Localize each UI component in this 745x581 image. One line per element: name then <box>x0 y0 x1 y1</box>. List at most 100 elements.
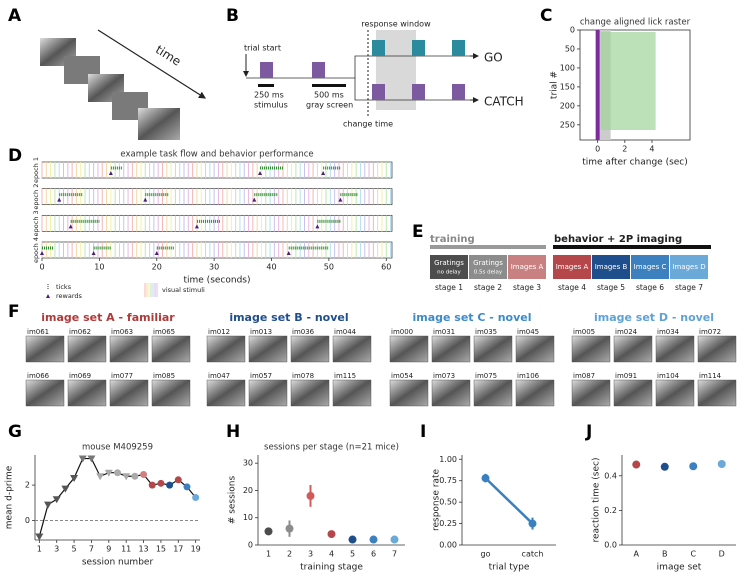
image-thumbnail <box>248 379 288 407</box>
duration-label: 250 ms <box>254 91 284 100</box>
x-tick-label: catch <box>522 550 544 559</box>
stimulus-flash <box>312 62 325 78</box>
imaging-bar <box>553 245 711 249</box>
y-tick-label: 50 <box>565 44 575 53</box>
trial-start-label: trial start <box>244 44 281 53</box>
x-tick-label: 0 <box>39 263 44 272</box>
mean-point <box>660 462 669 471</box>
image-thumbnail <box>389 335 429 363</box>
y-axis-label: reaction time (sec) <box>592 458 602 543</box>
image-name: im104 <box>657 372 680 380</box>
panel-a: time <box>40 29 207 140</box>
stage-box-sublabel: 0.5s delay <box>474 270 503 276</box>
image-name: im075 <box>475 372 497 380</box>
panel-e: training behavior + 2P imaging <box>430 234 711 249</box>
x-tick-label: 3 <box>308 550 313 559</box>
panel-letter: E <box>412 222 424 242</box>
stimulus-flash <box>372 84 385 100</box>
mean-point <box>481 474 490 483</box>
image-name: im091 <box>615 372 637 380</box>
image-thumbnail <box>431 335 471 363</box>
y-tick-label: 200 <box>560 101 575 110</box>
x-tick-label: 10 <box>94 263 104 272</box>
reward-marker <box>154 251 159 255</box>
image-name: im047 <box>208 372 230 380</box>
image-thumbnail <box>473 335 513 363</box>
mean-point <box>632 460 641 469</box>
legend-swatch <box>46 294 50 298</box>
x-tick-label: go <box>481 550 491 559</box>
image-name: im073 <box>433 372 455 380</box>
change-flash <box>412 40 425 56</box>
image-name: im106 <box>517 372 540 380</box>
reward-marker <box>57 197 62 202</box>
data-point <box>174 476 182 484</box>
chart-title: mouse M409259 <box>82 443 153 453</box>
x-tick-label: 7 <box>392 550 397 559</box>
change-time-label: change time <box>343 120 393 129</box>
x-tick-label: 1 <box>37 545 42 554</box>
stage-box <box>631 255 669 279</box>
image-name: im035 <box>475 328 497 336</box>
imaging-label: behavior + 2P imaging <box>554 234 682 245</box>
reward-marker <box>338 197 343 202</box>
reward-marker <box>108 171 113 175</box>
stage-box <box>508 255 546 279</box>
training-label: training <box>430 234 475 245</box>
data-point <box>114 469 121 477</box>
y-tick-label: 30 <box>243 459 253 468</box>
image-thumbnail <box>515 335 555 363</box>
stage-label: stage 6 <box>636 283 664 292</box>
go-label: GO <box>484 51 503 65</box>
time-label: time <box>153 42 183 68</box>
image-name: im087 <box>573 372 595 380</box>
chart: change aligned lick raster time after cha… <box>550 18 691 168</box>
x-axis-label: trial type <box>489 563 530 573</box>
image-thumbnail <box>655 379 695 407</box>
duration-label: 500 ms <box>314 91 344 100</box>
y-tick-label: 0 <box>248 541 253 550</box>
x-axis-label: training stage <box>300 563 363 573</box>
scale-bar <box>312 84 346 87</box>
image-set-title: image set C - novel <box>412 311 531 324</box>
epoch-label: epoch 4 <box>32 237 40 263</box>
epoch-frame <box>41 188 393 206</box>
reward-marker <box>68 224 73 229</box>
data-point <box>183 483 191 491</box>
chart-title: change aligned lick raster <box>580 18 691 28</box>
duration-label: stimulus <box>254 101 288 110</box>
data-point <box>35 533 44 541</box>
panel-b: response window trial start GO CATCH cha… <box>243 20 524 129</box>
image-name: im005 <box>573 328 595 336</box>
x-tick-label: 17 <box>173 545 183 554</box>
image-name: im078 <box>292 372 314 380</box>
x-tick-label: D <box>719 550 725 559</box>
epoch-label: epoch 2 <box>32 184 40 210</box>
y-tick-label: 0.2 <box>604 506 617 515</box>
x-tick-label: 50 <box>324 263 334 272</box>
x-axis-label: time after change (sec) <box>582 158 688 168</box>
image-name: im000 <box>391 328 413 336</box>
x-tick-label: 2 <box>622 145 627 154</box>
data-point <box>140 470 148 478</box>
mean-line <box>484 477 534 525</box>
x-tick-label: 20 <box>152 263 162 272</box>
training-bar <box>430 245 546 249</box>
mean-point <box>689 462 698 471</box>
x-tick-label: 11 <box>121 545 131 554</box>
image-thumbnail <box>67 335 107 363</box>
reward-marker <box>194 224 199 229</box>
image-thumbnail <box>206 379 246 407</box>
stage-box <box>670 255 708 279</box>
x-tick-label: 30 <box>209 263 219 272</box>
image-thumbnail <box>655 335 695 363</box>
stage-box-label: Images D <box>672 263 705 271</box>
x-tick-label: 7 <box>89 545 94 554</box>
data-point <box>166 481 174 489</box>
mean-point <box>264 527 273 536</box>
catch-label: CATCH <box>484 95 524 109</box>
image-name: im054 <box>391 372 414 380</box>
y-tick-label: 0.00 <box>439 541 457 550</box>
image-thumbnail <box>25 379 65 407</box>
image-thumbnail <box>109 379 149 407</box>
